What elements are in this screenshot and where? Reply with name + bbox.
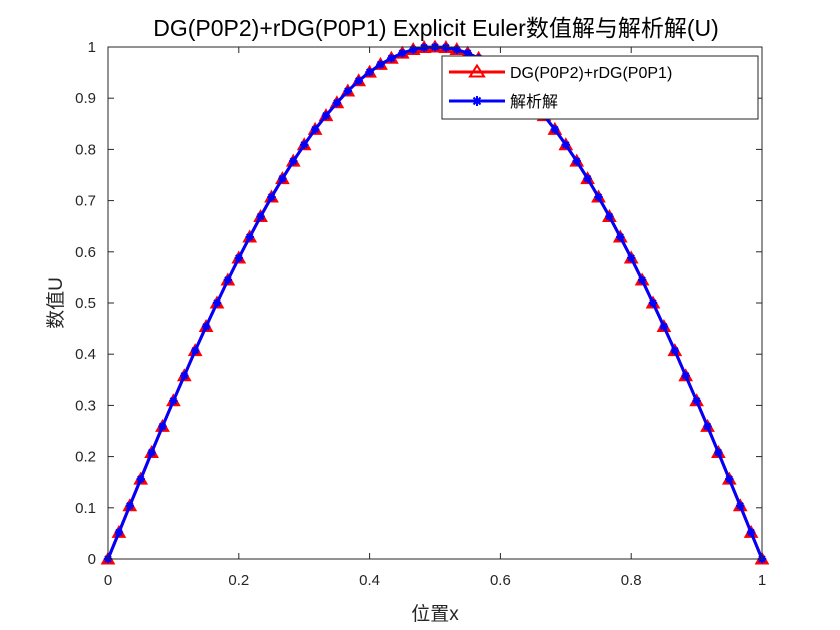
y-tick-label: 0	[88, 551, 96, 568]
y-axis-ticks: 0 0.1 0.2 0.3 0.4 0.5 0.6 0.7 0.8 0.9 1	[75, 39, 762, 568]
asterisk-marker	[278, 174, 287, 183]
asterisk-marker	[212, 298, 222, 308]
asterisk-marker	[223, 275, 233, 285]
legend-label-dg: DG(P0P2)+rDG(P0P1)	[510, 65, 672, 82]
asterisk-marker	[725, 474, 734, 484]
asterisk-marker	[594, 192, 603, 202]
asterisk-marker	[692, 396, 701, 405]
asterisk-marker	[746, 528, 756, 537]
asterisk-marker	[637, 275, 647, 285]
asterisk-marker	[136, 474, 145, 484]
asterisk-marker	[670, 346, 680, 355]
asterisk-marker	[627, 253, 636, 263]
plot-area	[108, 47, 762, 559]
y-tick-label: 0.1	[75, 500, 96, 517]
legend-box	[441, 55, 759, 120]
x-axis-ticks: 0 0.2 0.4 0.6 0.8 1	[104, 47, 766, 589]
asterisk-marker	[583, 174, 592, 183]
x-tick-label: 0	[104, 572, 112, 589]
x-tick-label: 1	[758, 572, 766, 589]
legend-marker-asterisk	[472, 96, 482, 106]
asterisk-marker	[190, 346, 200, 355]
y-tick-label: 1	[88, 39, 96, 56]
asterisk-marker	[321, 111, 331, 120]
asterisk-marker	[234, 253, 243, 263]
chart-title: DG(P0P2)+rDG(P0P1) Explicit Euler数值解与解析解…	[153, 15, 719, 41]
asterisk-marker	[616, 232, 625, 242]
asterisk-marker	[245, 232, 254, 242]
asterisk-marker	[147, 448, 156, 457]
asterisk-marker	[114, 528, 124, 537]
asterisk-marker	[180, 371, 189, 380]
x-tick-label: 0.8	[621, 572, 642, 589]
asterisk-marker	[201, 322, 211, 331]
asterisk-marker	[648, 298, 658, 308]
asterisk-marker	[441, 43, 451, 52]
asterisk-marker	[550, 125, 560, 134]
asterisk-marker	[703, 422, 712, 431]
asterisk-marker	[289, 156, 298, 166]
x-tick-label: 0.2	[228, 572, 249, 589]
y-tick-label: 0.7	[75, 193, 96, 210]
legend: DG(P0P2)+rDG(P0P1) 解析解	[441, 55, 759, 120]
asterisk-marker	[300, 140, 309, 149]
asterisk-marker	[419, 43, 429, 52]
asterisk-marker	[256, 212, 265, 221]
y-tick-label: 0.9	[75, 90, 96, 107]
asterisk-marker	[267, 192, 276, 202]
asterisk-marker	[561, 140, 570, 149]
asterisk-marker	[354, 76, 363, 85]
x-tick-label: 0.4	[359, 572, 380, 589]
legend-marker-triangle	[468, 63, 486, 78]
asterisk-marker	[714, 448, 723, 457]
asterisk-marker	[736, 501, 745, 510]
y-tick-label: 0.8	[75, 141, 96, 158]
y-tick-label: 0.3	[75, 397, 96, 414]
asterisk-marker	[376, 60, 385, 69]
y-tick-label: 0.4	[75, 346, 96, 363]
legend-label-analytic: 解析解	[510, 93, 558, 111]
y-tick-label: 0.2	[75, 449, 96, 466]
asterisk-marker	[343, 86, 353, 96]
y-axis-label: 数值U	[45, 277, 67, 329]
x-tick-label: 0.6	[490, 572, 511, 589]
y-tick-label: 0.6	[75, 244, 96, 261]
asterisk-marker	[605, 212, 614, 221]
asterisk-marker	[125, 501, 134, 510]
asterisk-marker	[310, 125, 320, 134]
asterisk-marker	[681, 371, 690, 380]
asterisk-marker	[332, 98, 342, 108]
asterisk-marker	[659, 322, 669, 331]
asterisk-marker	[365, 67, 374, 77]
asterisk-marker	[572, 156, 581, 166]
asterisk-marker	[158, 422, 167, 431]
x-axis-label: 位置x	[411, 603, 459, 625]
asterisk-marker	[169, 396, 178, 405]
asterisk-marker	[398, 48, 407, 58]
asterisk-marker	[387, 54, 396, 63]
y-tick-label: 0.5	[75, 295, 96, 312]
